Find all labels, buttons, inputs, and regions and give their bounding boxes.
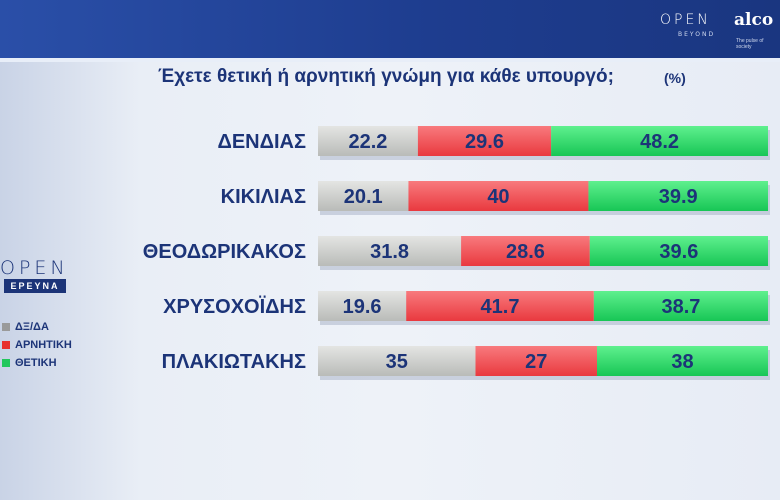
category-label: ΠΛΑΚΙΩΤΑΚΗΣ [162, 351, 306, 373]
alco-tagline: The pulse of society [736, 38, 764, 50]
value-label-negative: 41.7 [481, 296, 520, 318]
value-label-negative: 28.6 [506, 241, 545, 263]
value-label-positive: 38 [671, 351, 693, 373]
category-label: ΚΙΚΙΛΙΑΣ [221, 186, 306, 208]
chart-legend: ΔΞ/ΔΑ ΑΡΝΗΤΙΚΗ ΘΕΤΙΚΗ [2, 318, 72, 372]
value-label-negative: 40 [487, 186, 509, 208]
bar-segment-positive [597, 346, 768, 376]
legend-item-dk: ΔΞ/ΔΑ [2, 318, 72, 336]
value-label-dk: 31.8 [370, 241, 409, 263]
value-label-positive: 48.2 [640, 131, 679, 153]
erevna-badge: ΕΡΕΥΝΑ [4, 279, 66, 293]
open-beyond-tagline: BEYOND [678, 31, 716, 38]
value-label-positive: 39.9 [659, 186, 698, 208]
value-label-positive: 38.7 [661, 296, 700, 318]
bar-segment-dk [318, 346, 476, 376]
bar-segment-positive [589, 236, 768, 266]
bar-segment-positive [593, 291, 768, 321]
bar-segment-negative [408, 181, 589, 211]
category-label: ΘΕΟΔΩΡΙΚΑΚΟΣ [143, 241, 306, 263]
legend-item-negative: ΑΡΝΗΤΙΚΗ [2, 336, 72, 354]
bar-segment-dk [318, 291, 407, 321]
value-label-dk: 35 [386, 351, 408, 373]
value-label-dk: 20.1 [344, 186, 383, 208]
chart-title: Έχετε θετική ή αρνητική γνώμη για κάθε υ… [158, 66, 614, 87]
value-label-dk: 19.6 [343, 296, 382, 318]
value-label-negative: 29.6 [465, 131, 504, 153]
bar-segment-dk [318, 236, 462, 266]
legend-swatch-positive [2, 359, 10, 367]
alco-brand-logo: alco [734, 10, 774, 30]
legend-swatch-negative [2, 341, 10, 349]
value-label-positive: 39.6 [659, 241, 698, 263]
legend-label-positive: ΘΕΤΙΚΗ [15, 357, 57, 369]
open-brand-logo: OPEN [660, 12, 711, 28]
bar-segment-negative [461, 236, 590, 266]
bar-segment-negative [406, 291, 594, 321]
chart-unit: (%) [664, 70, 686, 86]
legend-item-positive: ΘΕΤΙΚΗ [2, 354, 72, 372]
open-erevna-logo: OPEN [0, 257, 69, 279]
bar-segment-positive [551, 126, 768, 156]
bar-segment-dk [318, 181, 409, 211]
header-bar: OPEN BEYOND alco The pulse of society [0, 0, 780, 62]
legend-label-negative: ΑΡΝΗΤΙΚΗ [15, 339, 72, 351]
legend-swatch-dk [2, 323, 10, 331]
bar-segment-negative [417, 126, 552, 156]
legend-label-dk: ΔΞ/ΔΑ [15, 321, 49, 333]
bar-segment-positive [588, 181, 768, 211]
value-label-negative: 27 [525, 351, 547, 373]
bar-segment-negative [475, 346, 597, 376]
value-label-dk: 22.2 [348, 131, 387, 153]
category-label: ΔΕΝΔΙΑΣ [217, 131, 306, 153]
bar-segment-dk [318, 126, 418, 156]
category-label: ΧΡΥΣΟΧΟΪΔΗΣ [163, 295, 306, 318]
